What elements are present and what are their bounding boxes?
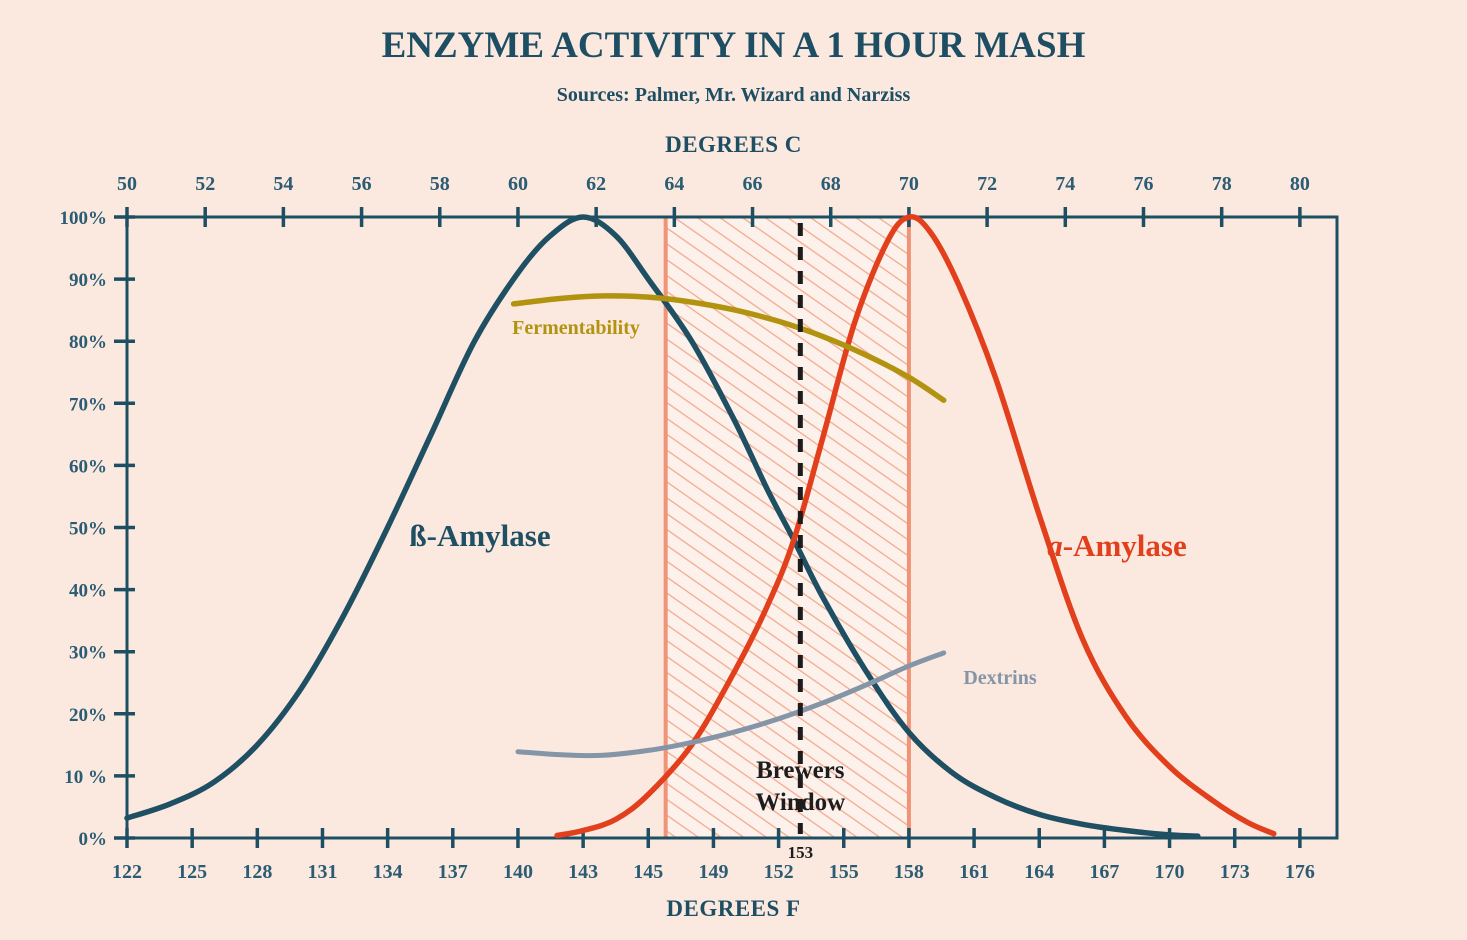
bottom-tick-label: 170 [1155, 861, 1185, 883]
left-tick-label: 100% [60, 208, 108, 229]
left-tick-label: 10 % [64, 767, 107, 788]
top-tick-label: 72 [977, 173, 997, 195]
curve-dextrins [515, 650, 947, 759]
top-tick-label: 52 [195, 173, 215, 195]
top-tick-label: 78 [1212, 173, 1232, 195]
annotations: 153 Fermentability Dextrins ß-Amylase a-Amyl… [409, 223, 1187, 862]
dextrins-label: Dextrins [963, 667, 1037, 689]
curves [124, 214, 1277, 839]
bottom-tick-label: 167 [1089, 861, 1119, 883]
left-tick-label: 30% [69, 643, 107, 664]
bottom-tick-label: 149 [698, 861, 728, 883]
top-tick-label: 74 [1055, 173, 1075, 195]
bottom-tick-label: 143 [568, 861, 598, 883]
bottom-tick-label: 161 [959, 861, 989, 883]
beta-amylase-label: ß-Amylase [409, 518, 550, 553]
top-tick-label: 68 [821, 173, 841, 195]
top-axis-title: DEGREES C [665, 132, 802, 157]
bottom-tick-label: 173 [1220, 861, 1250, 883]
left-tick-label: 20% [69, 705, 107, 726]
top-tick-label: 62 [586, 173, 606, 195]
bottom-tick-label: 128 [242, 861, 272, 883]
alpha-amylase-label: a-Amylase [1047, 528, 1186, 563]
top-tick-label: 66 [743, 173, 763, 195]
top-tick-label: 60 [508, 173, 528, 195]
top-tick-label: 50 [117, 173, 137, 195]
chart-sources: Sources: Palmer, Mr. Wizard and Narziss [556, 84, 911, 106]
bottom-tick-label: 155 [829, 861, 859, 883]
bottom-tick-label: 134 [373, 861, 403, 883]
brewers-window-label-line1: Brewers [756, 757, 845, 784]
top-tick-label: 76 [1133, 173, 1153, 195]
top-tick-label: 58 [430, 173, 450, 195]
bottom-tick-label: 158 [894, 861, 924, 883]
left-tick-label: 80% [69, 332, 107, 353]
bottom-tick-label: 140 [503, 861, 533, 883]
brewers-window-region [663, 217, 911, 838]
curve--amylase [124, 214, 1201, 839]
bottom-tick-label: 176 [1285, 861, 1315, 883]
bottom-tick-label: 164 [1024, 861, 1054, 883]
bottom-tick-label: 152 [764, 861, 794, 883]
bottom-tick-label: 125 [177, 861, 207, 883]
bottom-tick-label: 131 [307, 861, 337, 883]
curve-a-amylase [554, 214, 1277, 839]
left-tick-label: 0% [79, 829, 108, 850]
bottom-tick-label: 145 [633, 861, 663, 883]
axis-ticks: 50 52 54 56 58 60 62 64 66 68 70 72 74 76 78 80 122 125 12… [60, 173, 1315, 883]
fermentability-label: Fermentability [512, 317, 640, 339]
top-tick-label: 56 [352, 173, 372, 195]
left-tick-label: 50% [69, 519, 107, 540]
page-title: ENZYME ACTIVITY IN A 1 HOUR MASH [381, 25, 1086, 66]
dashed-line-value-label: 153 [788, 843, 814, 862]
top-tick-label: 80 [1290, 173, 1310, 195]
curve-fermentability [510, 293, 947, 403]
brewers-window-label-line2: Window [755, 789, 845, 816]
bottom-axis-title: DEGREES F [666, 896, 801, 921]
top-tick-label: 70 [899, 173, 919, 195]
top-tick-label: 54 [273, 173, 293, 195]
top-tick-label: 64 [664, 173, 684, 195]
left-tick-label: 60% [69, 456, 107, 477]
left-tick-label: 90% [69, 270, 107, 291]
left-tick-label: 70% [69, 394, 107, 415]
left-tick-label: 40% [69, 581, 107, 602]
bottom-tick-label: 122 [112, 861, 142, 883]
bottom-tick-label: 137 [438, 861, 468, 883]
